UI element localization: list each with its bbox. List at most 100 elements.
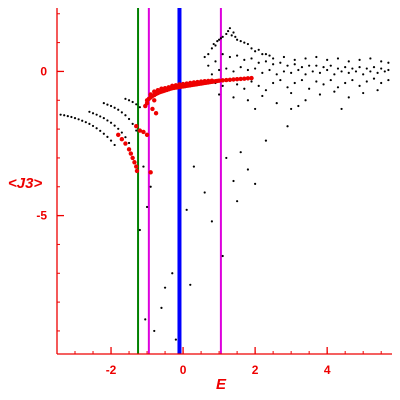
series-1-point-89 (254, 50, 257, 53)
series-1-point-84 (236, 38, 239, 41)
series-2-point-9 (126, 147, 132, 152)
series-1-point-13 (102, 132, 105, 135)
series-1-point-29 (102, 102, 105, 105)
series-1-point-99 (243, 58, 246, 62)
series-1-point-171 (232, 96, 235, 99)
series-1-point-178 (333, 90, 336, 93)
series-1-point-144 (383, 70, 386, 73)
series-1-point-124 (239, 66, 242, 69)
series-1-point-113 (344, 66, 347, 69)
series-1-point-41 (131, 100, 134, 104)
series-1-point-90 (257, 48, 260, 51)
x-tick-label: 0 (180, 363, 187, 377)
series-1-point-16 (113, 143, 116, 147)
series-2-point-79 (198, 79, 204, 84)
series-1-point-64 (246, 168, 250, 171)
series-2-point-61 (238, 76, 243, 82)
series-2-point-87 (144, 100, 150, 106)
series-1-point-10 (91, 124, 95, 128)
series-1-point-52 (171, 272, 174, 275)
x-tick-label: 2 (252, 363, 259, 377)
series-1-point-6 (77, 118, 80, 121)
series-1-point-120 (210, 73, 213, 76)
series-2-point-59 (231, 77, 236, 82)
series-1-point-91 (261, 53, 264, 56)
series-1-point-126 (254, 67, 257, 70)
series-1-point-195 (380, 60, 383, 63)
series-1-point-192 (347, 60, 350, 63)
series-2-point-55 (216, 78, 222, 83)
series-1-point-193 (358, 58, 361, 62)
series-1-point-65 (254, 182, 257, 185)
series-1-point-101 (257, 61, 260, 64)
series-1-point-118 (380, 67, 383, 70)
series-2-point-73 (177, 82, 182, 87)
series-1-point-83 (234, 35, 237, 38)
series-1-point-188 (304, 57, 307, 60)
series-1-point-116 (365, 67, 368, 70)
series-1-point-154 (279, 78, 282, 82)
series-2-point-76 (188, 80, 193, 86)
series-2-point-82 (209, 78, 215, 83)
series-1-point-158 (308, 87, 311, 90)
series-2-point-6 (116, 132, 121, 138)
series-1-point-103 (272, 63, 275, 66)
series-1-point-34 (120, 111, 123, 114)
series-2-point-71 (170, 83, 175, 89)
series-1-point-77 (221, 35, 224, 38)
series-1-point-169 (387, 78, 390, 82)
series-1-point-98 (236, 54, 239, 57)
series-1-point-74 (216, 40, 219, 43)
series-1-point-12 (99, 129, 102, 132)
series-1-point-24 (113, 124, 116, 127)
series-1-point-140 (354, 70, 358, 73)
series-1-point-76 (219, 37, 222, 40)
series-1-point-50 (163, 286, 167, 289)
series-1-point-63 (239, 151, 242, 154)
series-1-point-44 (138, 228, 141, 232)
series-1-point-174 (275, 102, 278, 105)
series-1-point-49 (153, 329, 156, 333)
series-2-point-56 (220, 78, 225, 83)
series-1-point-11 (95, 127, 98, 130)
series-1-point-170 (217, 93, 221, 96)
series-1-point-141 (362, 73, 365, 76)
series-1-point-129 (275, 73, 278, 76)
series-2-point-68 (159, 86, 164, 91)
series-1-point-184 (340, 107, 343, 111)
series-1-point-149 (243, 87, 246, 90)
series-2-point-84 (153, 111, 159, 116)
series-1-point-4 (70, 115, 73, 119)
series-1-point-86 (243, 41, 246, 44)
series-2-point-67 (155, 87, 161, 93)
series-1-point-59 (221, 254, 224, 258)
series-1-point-137 (333, 73, 336, 76)
series-1-point-128 (268, 68, 271, 72)
series-1-point-112 (336, 67, 340, 70)
series-1-point-196 (387, 61, 390, 64)
series-2-point-65 (148, 92, 153, 97)
series-1-point-87 (246, 42, 250, 46)
series-1-point-146 (221, 84, 224, 87)
series-1-point-85 (239, 40, 242, 43)
series-2-point-72 (173, 83, 179, 88)
series-1-point-33 (117, 108, 120, 111)
series-1-point-48 (144, 318, 147, 321)
series-1-point-43 (138, 106, 141, 109)
series-1-point-82 (232, 31, 235, 34)
x-axis-label: E (216, 376, 227, 393)
series-1-point-109 (315, 64, 318, 67)
series-1-point-51 (160, 306, 163, 309)
series-1-point-54 (189, 283, 192, 286)
series-1-point-39 (124, 97, 127, 100)
series-2-point-81 (206, 78, 211, 84)
series-1-point-2 (63, 114, 66, 117)
series-1-point-80 (228, 27, 232, 30)
series-1-point-100 (250, 57, 253, 60)
series-1-point-167 (372, 77, 376, 80)
series-1-point-5 (73, 117, 77, 120)
series-1-point-75 (217, 38, 221, 41)
series-1-point-67 (286, 125, 289, 128)
series-2-point-5 (148, 170, 153, 175)
series-2-point-2 (137, 128, 143, 133)
